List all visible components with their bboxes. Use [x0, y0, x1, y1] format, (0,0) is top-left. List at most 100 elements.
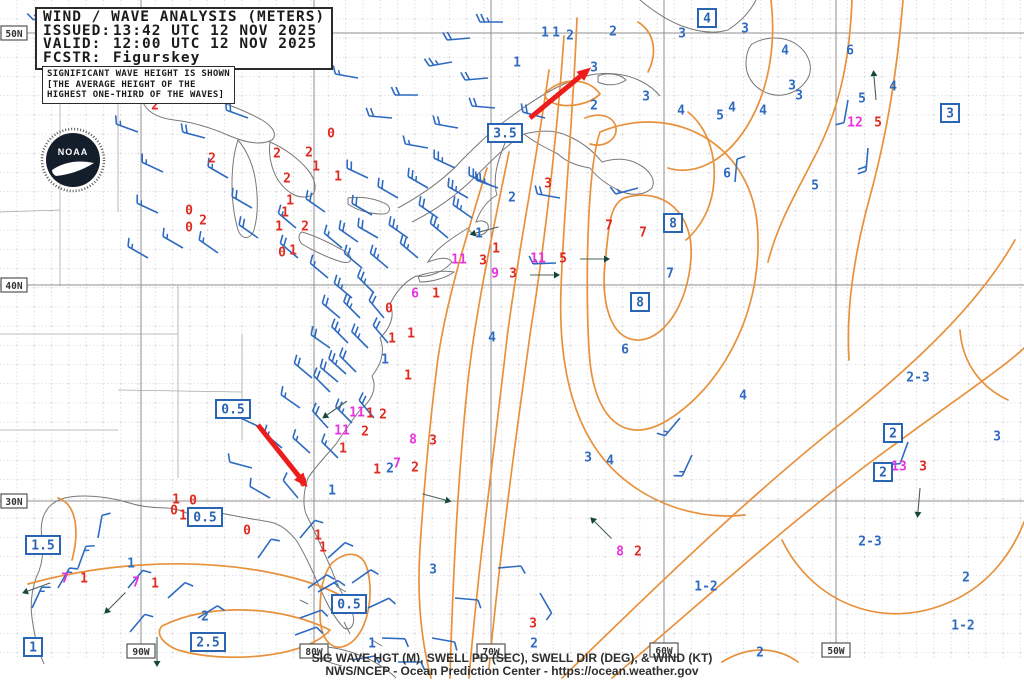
sig-wave-height-label: 3: [509, 267, 517, 282]
contour-label: 4: [488, 331, 496, 346]
issued-line: ISSUED: 13:42 UTC 12 NOV 2025: [43, 22, 318, 39]
svg-text:90W: 90W: [132, 647, 149, 658]
contour-label: 6: [621, 343, 629, 358]
wind-barb: [351, 194, 373, 216]
sig-wave-height-label: 2: [361, 425, 369, 440]
wind-barb: [388, 216, 409, 239]
wind-barb: [857, 147, 869, 175]
wind-barb: [323, 224, 343, 249]
minor-graticule: [0, 0, 1024, 658]
lake-outline: [269, 141, 316, 198]
wind-barb: [390, 86, 418, 96]
sig-wave-height-label: 1: [172, 493, 180, 508]
contour-label: 3: [584, 451, 592, 466]
wind-barb: [350, 323, 369, 349]
red-annotation-arrow: [528, 67, 592, 120]
longitude-label: 50W: [821, 642, 851, 658]
svg-text:1: 1: [29, 641, 37, 656]
wave-height-contour: [685, 111, 716, 241]
contour-label: 2: [508, 191, 516, 206]
sig-wave-height-label: 3: [479, 254, 487, 269]
wind-barb: [398, 661, 426, 671]
wind-barb: [835, 99, 849, 126]
svg-text:0.5: 0.5: [337, 598, 360, 613]
contour-label: 2: [590, 99, 598, 114]
contour-label: 4: [889, 80, 897, 95]
swell-direction-arrow: [153, 637, 161, 667]
wave-height-contour: [781, 521, 1024, 615]
wind-barb: [399, 234, 419, 259]
swell-direction-arrow: [870, 70, 878, 101]
sig-wave-height-label: 0: [189, 494, 197, 509]
coastline: [30, 142, 506, 665]
wind-barb: [198, 231, 219, 254]
wind-barb: [282, 472, 299, 499]
sig-wave-height-label: 0: [170, 504, 178, 519]
contour-label: 2: [386, 462, 394, 477]
contour-label: 1: [368, 637, 376, 652]
sig-wave-height-label: 2: [301, 220, 309, 235]
wind-barb: [433, 149, 456, 169]
wind-barb: [423, 57, 453, 67]
wind-barb: [312, 367, 331, 393]
sig-wave-height-label: 3: [919, 460, 927, 475]
svg-text:2.5: 2.5: [196, 636, 219, 651]
swell-direction-arrow: [22, 582, 51, 595]
wind-barb: [338, 347, 357, 373]
wind-barb: [280, 386, 301, 409]
sig-wave-height-label: 2: [411, 461, 419, 476]
wind-barb: [534, 185, 561, 199]
wave-height-contour: [847, 0, 904, 361]
wave-height-contour: [667, 0, 774, 172]
boxed-wave-height: 8: [630, 292, 650, 312]
contour-label: 2: [530, 637, 538, 652]
wind-barb: [299, 519, 324, 539]
wave-height-contour: [418, 167, 488, 679]
wind-barb: [231, 187, 253, 209]
wind-barb: [321, 294, 341, 319]
chart-title: WIND / WAVE ANALYSIS (METERS): [43, 9, 326, 25]
swell-direction-arrow: [914, 487, 922, 518]
wave-height-contour: [488, 35, 565, 669]
swell-direction-arrow: [322, 400, 348, 419]
boxed-wave-height: 3.5: [487, 123, 523, 143]
wind-barb: [356, 268, 375, 294]
footer: SIG WAVE HGT (M), SWELL PD (SEC), SWELL …: [0, 652, 1024, 677]
wind-barb: [77, 544, 95, 569]
wind-barb: [319, 358, 339, 383]
swell-direction-arrow: [530, 271, 560, 279]
swell-period-label: 12: [847, 116, 863, 131]
wind-barb: [31, 586, 51, 609]
wave-height-contour: [721, 649, 799, 663]
contour-label: 4: [759, 104, 767, 119]
boxed-wave-height: 2: [873, 462, 893, 482]
latitude-label: 50N: [0, 25, 28, 41]
svg-text:0.5: 0.5: [193, 511, 216, 526]
wind-barb: [372, 317, 389, 344]
boxed-wave-height: 0.5: [331, 594, 367, 614]
contour-label: 3: [993, 430, 1001, 445]
contour-label: 3: [590, 61, 598, 76]
wave-height-contour: [584, 114, 617, 146]
wind-barb: [475, 13, 503, 23]
sig-wave-height-label: 1: [492, 242, 500, 257]
svg-text:0.5: 0.5: [221, 403, 244, 418]
boxed-wave-height: 2.5: [190, 632, 226, 652]
wind-barb: [407, 167, 429, 189]
contour-label: 1: [552, 26, 560, 41]
swell-period-label: 9: [491, 267, 499, 282]
sig-wave-height-label: 1: [281, 206, 289, 221]
boxed-wave-height: 2: [883, 423, 903, 443]
wind-barb: [609, 186, 639, 195]
coastline: [523, 130, 654, 195]
wind-barb: [442, 31, 471, 41]
sig-wave-height-label: 0: [385, 302, 393, 317]
contour-label: 1: [541, 26, 549, 41]
sig-wave-height-label: 2: [283, 172, 291, 187]
wave-height-contour: [959, 329, 1009, 401]
wind-barb: [136, 194, 159, 214]
contour-label: 4: [606, 454, 614, 469]
wind-barb: [279, 234, 299, 259]
sig-wave-height-label: 7: [605, 219, 613, 234]
coastline: [417, 270, 456, 283]
